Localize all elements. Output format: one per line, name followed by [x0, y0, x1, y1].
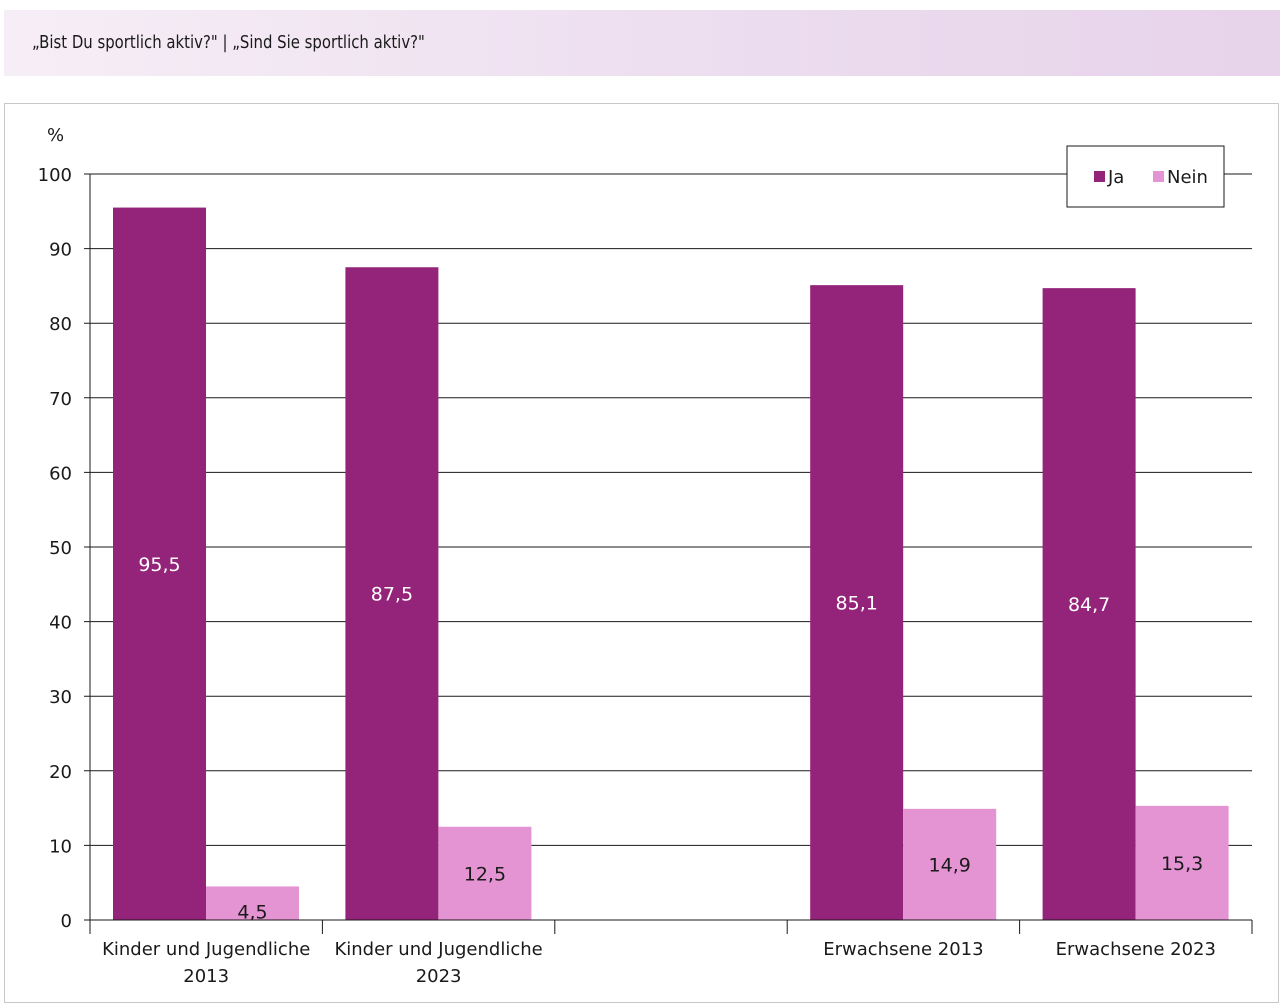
legend-box — [1066, 145, 1225, 208]
bar-ja — [345, 267, 439, 920]
bar-ja — [810, 285, 904, 920]
legend-swatch-nein — [1153, 171, 1164, 182]
legend-swatch-ja — [1094, 171, 1105, 182]
legend-label-nein: Nein — [1167, 167, 1208, 188]
bars — [113, 207, 1229, 920]
data-label: 12,5 — [464, 863, 506, 885]
y-tick-label: 30 — [49, 687, 72, 708]
data-label: 4,5 — [237, 901, 267, 923]
x-tick-label: Kinder und Jugendliche — [102, 939, 310, 960]
x-tick-label: Erwachsene 2013 — [823, 939, 983, 960]
legend-label-ja: Ja — [1107, 167, 1124, 188]
bar-ja — [1042, 288, 1136, 920]
y-tick-label: 0 — [61, 911, 72, 932]
bar-nein — [903, 808, 997, 920]
y-tick-label: 80 — [49, 314, 72, 335]
x-tick-label: Kinder und Jugendliche — [334, 939, 542, 960]
y-tick-label: 20 — [49, 762, 72, 783]
data-label: 15,3 — [1161, 853, 1203, 875]
data-label: 84,7 — [1068, 594, 1110, 616]
data-labels: 95,5 4,5 87,5 12,5 85,1 14,9 84,7 15,3 — [138, 554, 1203, 924]
y-tick-label: 50 — [49, 538, 72, 559]
data-label: 87,5 — [371, 584, 413, 606]
chart-title: „Bist Du sportlich aktiv?" | „Sind Sie s… — [32, 32, 425, 53]
bar-ja — [113, 207, 206, 920]
data-label: 95,5 — [138, 554, 180, 576]
y-axis-label: % — [47, 125, 64, 146]
y-tick-label: 70 — [49, 389, 72, 410]
bar-nein — [206, 886, 299, 920]
data-label: 85,1 — [836, 593, 878, 615]
y-tick-label: 100 — [38, 165, 72, 186]
x-tick-label: 2013 — [183, 966, 229, 987]
x-tick-label: 2023 — [416, 966, 462, 987]
y-tick-label: 40 — [49, 613, 72, 634]
y-tick-label: 60 — [49, 463, 72, 484]
chart-header: „Bist Du sportlich aktiv?" | „Sind Sie s… — [4, 10, 1280, 76]
y-tick-label: 10 — [49, 836, 72, 857]
data-label: 14,9 — [929, 854, 971, 876]
bar-nein — [438, 826, 532, 920]
y-tick-label: 90 — [49, 240, 72, 261]
legend: Ja Nein — [1066, 145, 1225, 208]
x-tick-label: Erwachsene 2023 — [1056, 939, 1216, 960]
axes: 0 10 20 30 40 50 60 70 80 90 100% Kinder und Jugend… — [38, 125, 1253, 987]
bar-nein — [1135, 805, 1229, 920]
